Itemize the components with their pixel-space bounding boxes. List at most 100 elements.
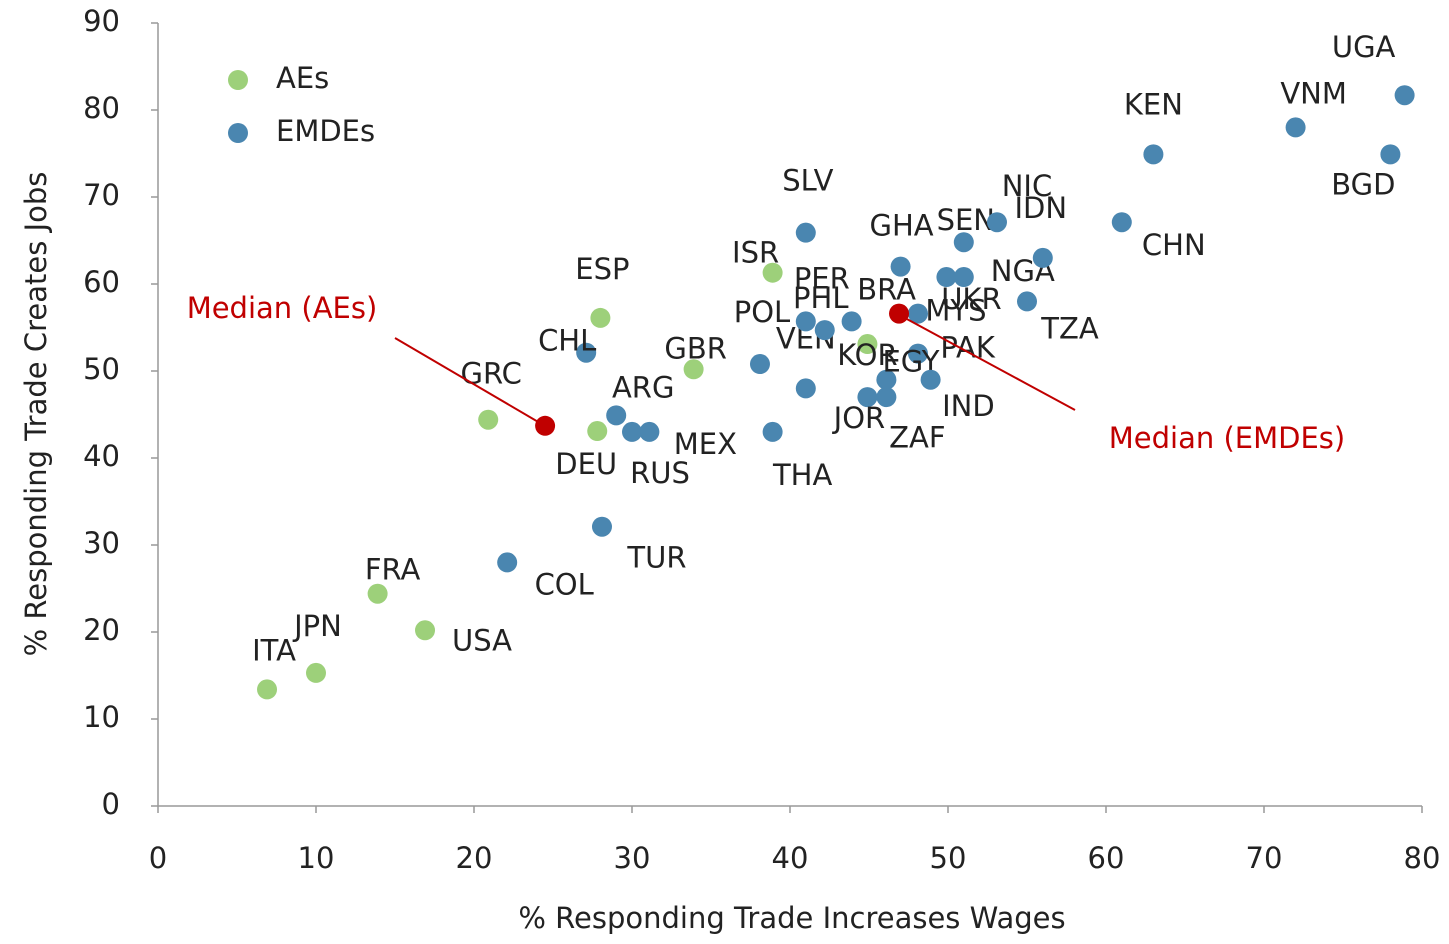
legend-marker (228, 70, 248, 90)
x-tick-label: 40 (772, 841, 809, 875)
point (367, 583, 388, 604)
point-label: THA (772, 458, 833, 492)
point-label: VNM (1280, 76, 1347, 110)
x-tick-label: 20 (456, 841, 493, 875)
point (415, 620, 436, 641)
point-label: POL (734, 295, 790, 329)
x-tick-label: 0 (149, 841, 167, 875)
point-label: PER (794, 261, 850, 295)
point (795, 378, 816, 399)
point-label: IDN (1015, 191, 1068, 225)
point (257, 679, 278, 700)
point (591, 516, 612, 537)
point (795, 222, 816, 243)
point (1017, 291, 1037, 312)
annotation-line (394, 337, 541, 424)
point-label: CHN (1142, 228, 1206, 262)
point (795, 311, 816, 332)
point-label: JPN (292, 609, 342, 643)
point (1394, 85, 1415, 106)
y-tick-label: 80 (83, 91, 120, 125)
point (1143, 144, 1164, 165)
x-tick-label: 10 (298, 841, 335, 875)
y-tick-label: 20 (83, 613, 120, 647)
point (936, 267, 957, 288)
point (306, 662, 326, 683)
y-tick-label: 10 (83, 700, 120, 734)
point (953, 232, 974, 253)
point-label: ITA (252, 633, 296, 667)
point (890, 256, 911, 277)
point (920, 369, 941, 390)
point (907, 303, 928, 324)
point (841, 311, 862, 332)
point-label: UKR (941, 282, 1001, 316)
x-tick-label: 60 (1088, 841, 1125, 875)
point (814, 320, 835, 341)
y-tick-label: 0 (102, 787, 120, 821)
point-label: PAK (940, 331, 995, 365)
point (1032, 247, 1053, 268)
point (683, 359, 704, 380)
point-label: IND (942, 389, 995, 423)
annotation-text: Median (EMDEs) (1109, 421, 1345, 455)
point-label: TUR (626, 541, 686, 575)
y-tick-label: 90 (83, 4, 120, 38)
point-label: KOR (837, 338, 897, 372)
point (876, 387, 897, 408)
point-label: ZAF (889, 421, 945, 455)
point-label: DEU (555, 447, 617, 481)
point (1111, 212, 1132, 233)
point (857, 387, 878, 408)
point-label: FRA (365, 553, 421, 587)
point-label: ESP (575, 252, 629, 286)
annotation-text: Median (AEs) (187, 291, 378, 325)
legend-label: AEs (276, 61, 329, 95)
point (639, 421, 660, 442)
y-tick-label: 70 (83, 178, 120, 212)
legend-label: EMDEs (276, 114, 375, 148)
median-point (889, 303, 910, 324)
y-tick-label: 60 (83, 265, 120, 299)
point-label: KEN (1124, 87, 1183, 121)
point-label: RUS (630, 456, 690, 490)
point (762, 421, 783, 442)
x-tick-label: 70 (1246, 841, 1283, 875)
point (576, 342, 597, 363)
y-tick-label: 40 (83, 439, 120, 473)
legend-marker (228, 123, 248, 143)
point-label: GHA (870, 209, 934, 243)
point-label: CHL (538, 324, 596, 358)
median-point (535, 415, 556, 436)
x-tick-label: 50 (930, 841, 967, 875)
point (606, 405, 627, 426)
point-label: SEN (937, 203, 995, 237)
point (622, 421, 642, 442)
point-label: UGA (1332, 30, 1396, 64)
point-label: BGD (1331, 167, 1395, 201)
x-axis-label: % Responding Trade Increases Wages (518, 901, 1065, 935)
y-tick-label: 50 (83, 352, 120, 386)
point (1380, 144, 1401, 165)
point (857, 334, 878, 355)
point-label: GRC (461, 357, 522, 391)
point-label: MYS (925, 294, 986, 328)
point-label: JOR (832, 401, 886, 435)
point (590, 307, 611, 328)
point-label: MEX (674, 427, 737, 461)
point (907, 343, 928, 364)
point-label: USA (452, 623, 512, 657)
annotation-line (904, 317, 1076, 411)
x-tick-label: 80 (1404, 841, 1441, 875)
x-tick-label: 30 (614, 841, 651, 875)
point-label: GBR (664, 331, 727, 365)
point (497, 552, 518, 573)
point-label: SLV (782, 164, 833, 198)
point (762, 262, 783, 283)
point (986, 212, 1007, 233)
point-label: ISR (732, 236, 779, 270)
point (587, 421, 608, 442)
y-axis-label: % Responding Trade Creates Jobs (19, 172, 53, 657)
point-label: NIC (1002, 169, 1053, 203)
